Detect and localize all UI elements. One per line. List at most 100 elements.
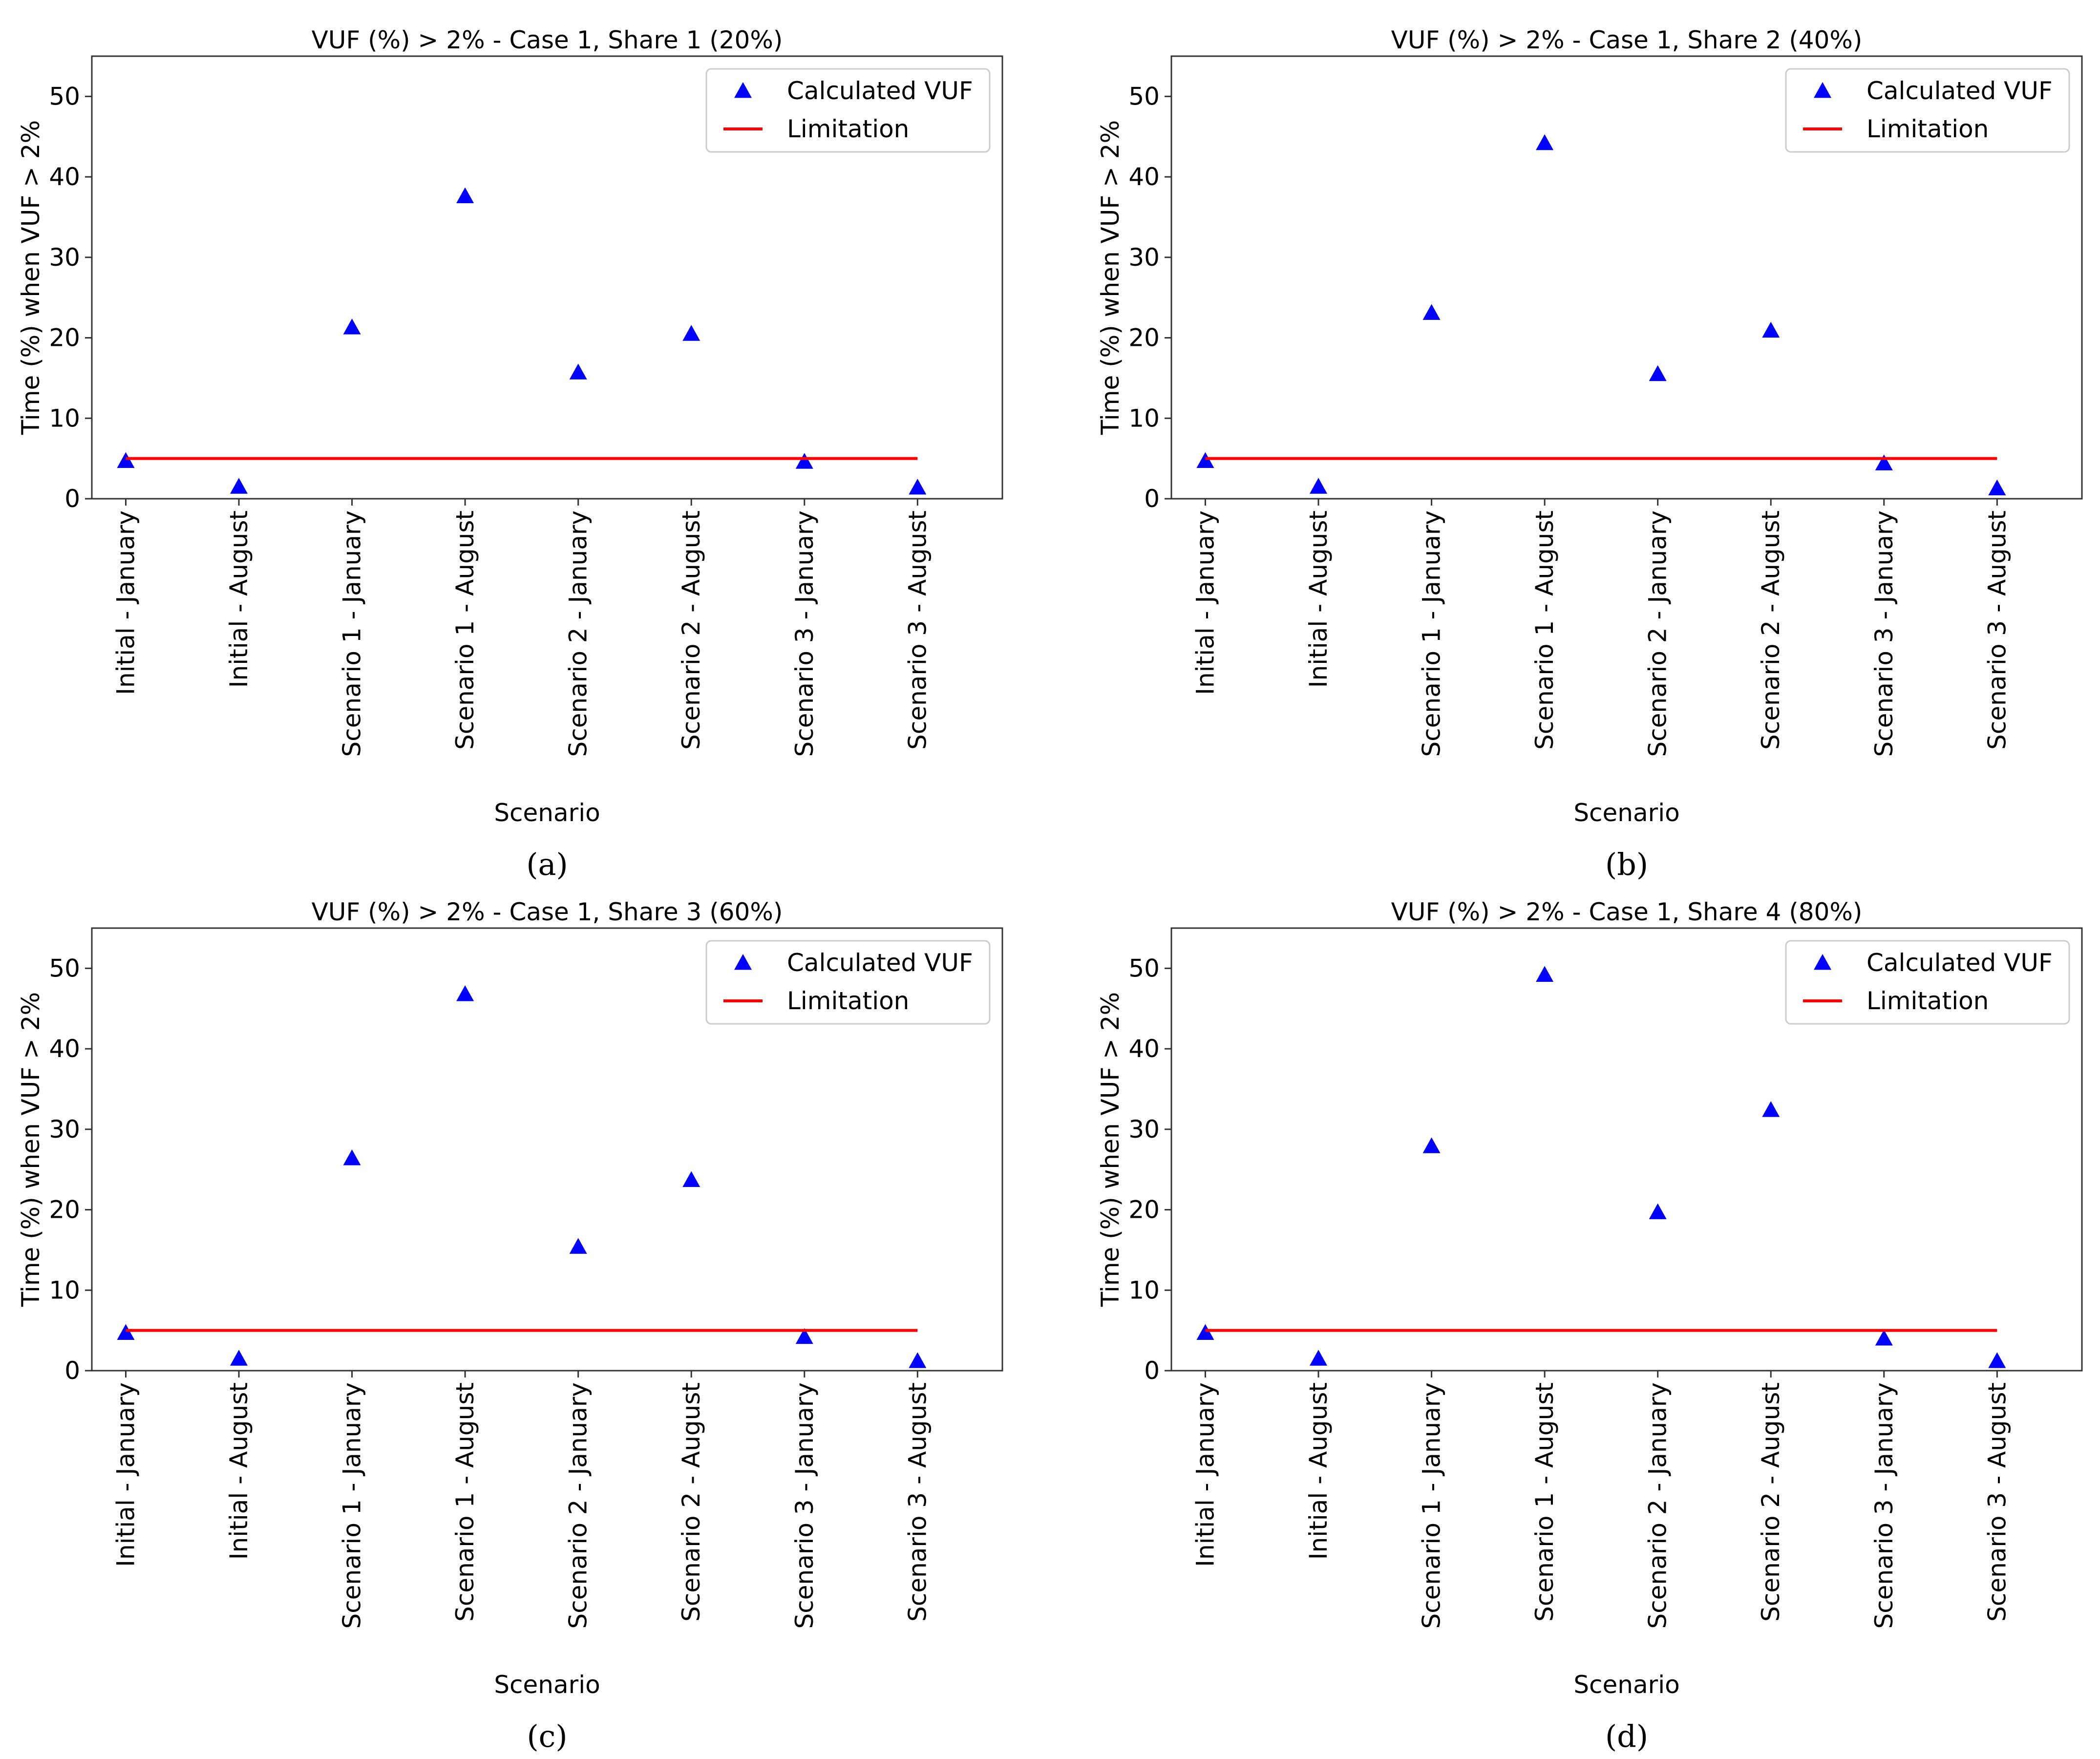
vuf-point [1875, 454, 1893, 470]
y-tick-label: 30 [49, 1115, 80, 1144]
chart-panel-1: VUF (%) > 2% - Case 1, Share 1 (20%) 0 10 2… [17, 26, 1003, 882]
plot-area-frame [91, 927, 1003, 1372]
vuf-point [1536, 134, 1554, 150]
y-tick-label: 0 [64, 485, 80, 513]
x-tick-label: Scenario 2 - January [564, 510, 593, 757]
x-axis-label: Scenario [1573, 1671, 1679, 1699]
y-axis-label: Time (%) when VUF > 2% [17, 992, 45, 1307]
y-tick-label: 10 [49, 404, 80, 432]
legend-label: Calculated VUF [1867, 77, 2053, 105]
x-tick-label: Scenario 2 - January [1644, 1382, 1672, 1629]
vuf-point [343, 1149, 361, 1166]
legend-triangle-swatch [1814, 82, 1831, 98]
x-tick-label: Scenario 2 - August [677, 1382, 705, 1622]
vuf-point [909, 478, 927, 495]
vuf-point [1875, 1330, 1893, 1346]
legend-label: Limitation [1867, 987, 1989, 1015]
y-axis-label: Time (%) when VUF > 2% [1096, 120, 1124, 435]
legend-label: Limitation [1867, 115, 1989, 143]
x-tick-label: Scenario 1 - August [1530, 1382, 1559, 1622]
y-tick-label: 40 [49, 163, 80, 191]
y-tick-label: 20 [49, 1196, 80, 1224]
x-tick-label: Scenario 1 - January [338, 510, 366, 757]
y-tick-label: 40 [1128, 163, 1160, 191]
x-tick-label: Initial - August [225, 510, 253, 688]
legend-label: Limitation [787, 115, 909, 143]
x-tick-label: Scenario 3 - August [1983, 1382, 2011, 1622]
x-tick-label: Scenario 1 - January [338, 1382, 366, 1629]
y-tick-label: 0 [64, 1356, 80, 1385]
legend-label: Limitation [787, 987, 909, 1015]
y-tick-label: 50 [1128, 954, 1160, 982]
legend-triangle-swatch [734, 954, 752, 970]
y-tick-label: 40 [49, 1035, 80, 1063]
vuf-point [1196, 1324, 1214, 1340]
y-tick-label: 0 [1144, 1356, 1160, 1385]
y-tick-label: 20 [49, 324, 80, 352]
vuf-point [909, 1352, 927, 1368]
x-tick-label: Scenario 2 - January [564, 1382, 593, 1629]
x-axis-label: Scenario [1573, 799, 1679, 827]
vuf-point [795, 1328, 813, 1344]
vuf-point [230, 1350, 248, 1366]
panel-label: (d) [1605, 1718, 1648, 1754]
x-tick-label: Scenario 3 - August [903, 510, 932, 750]
legend-box [705, 68, 991, 153]
x-tick-label: Initial - August [225, 1382, 253, 1560]
vuf-point [1649, 365, 1667, 381]
vuf-point [1310, 1350, 1328, 1366]
y-tick-label: 20 [1128, 324, 1160, 352]
y-tick-label: 30 [1128, 243, 1160, 272]
x-tick-label: Initial - August [1304, 510, 1333, 688]
x-tick-label: Scenario 1 - August [451, 510, 479, 750]
chart-panel-2: VUF (%) > 2% - Case 1, Share 2 (40%) 0 10 2… [1096, 26, 2083, 882]
legend-label: Calculated VUF [787, 949, 973, 977]
chart-title: VUF (%) > 2% - Case 1, Share 2 (40%) [1391, 26, 1863, 54]
vuf-point [1988, 1352, 2006, 1368]
legend-triangle-swatch [1814, 954, 1831, 970]
vuf-point [456, 985, 474, 1001]
y-tick-label: 30 [49, 243, 80, 272]
vuf-point [1762, 321, 1780, 338]
chart-title: VUF (%) > 2% - Case 1, Share 4 (80%) [1391, 898, 1863, 926]
x-tick-label: Scenario 2 - August [1757, 1382, 1785, 1622]
x-tick-label: Initial - January [111, 510, 140, 695]
vuf-point [1422, 1137, 1441, 1153]
legend-box [1785, 940, 2070, 1025]
plot-area-frame [1170, 927, 2083, 1372]
vuf-point [117, 452, 135, 468]
vuf-point [1988, 479, 2006, 495]
chart-panel-4: VUF (%) > 2% - Case 1, Share 4 (80%) 0 10 2… [1096, 898, 2083, 1754]
x-tick-label: Scenario 2 - January [1644, 510, 1672, 757]
y-tick-label: 10 [1128, 1276, 1160, 1304]
vuf-point [682, 325, 700, 341]
y-tick-label: 30 [1128, 1115, 1160, 1144]
vuf-point [456, 187, 474, 204]
panel-label: (c) [527, 1718, 567, 1754]
x-tick-label: Scenario 3 - August [903, 1382, 932, 1622]
plot-area-frame [1170, 55, 2083, 500]
x-tick-label: Scenario 3 - January [1870, 510, 1898, 757]
x-tick-label: Initial - January [1191, 510, 1219, 695]
vuf-point [117, 1324, 135, 1340]
x-tick-label: Scenario 3 - January [1870, 1382, 1898, 1629]
x-tick-label: Scenario 1 - January [1418, 1382, 1446, 1629]
y-tick-label: 50 [49, 954, 80, 982]
vuf-point [682, 1171, 700, 1187]
legend-label: Calculated VUF [787, 77, 973, 105]
legend-box [705, 940, 991, 1025]
y-axis-label: Time (%) when VUF > 2% [1096, 992, 1124, 1307]
chart-panel-3: VUF (%) > 2% - Case 1, Share 3 (60%) 0 10 2… [17, 898, 1003, 1754]
y-tick-label: 10 [1128, 404, 1160, 432]
chart-title: VUF (%) > 2% - Case 1, Share 3 (60%) [312, 898, 783, 926]
x-tick-label: Scenario 3 - January [790, 510, 819, 757]
vuf-point [795, 453, 813, 469]
x-tick-label: Scenario 2 - August [1757, 510, 1785, 750]
vuf-point [569, 363, 587, 380]
plot-area-frame [91, 55, 1003, 500]
x-tick-label: Scenario 1 - January [1418, 510, 1446, 757]
legend-box [1785, 68, 2070, 153]
x-axis-label: Scenario [494, 799, 600, 827]
y-tick-label: 40 [1128, 1035, 1160, 1063]
